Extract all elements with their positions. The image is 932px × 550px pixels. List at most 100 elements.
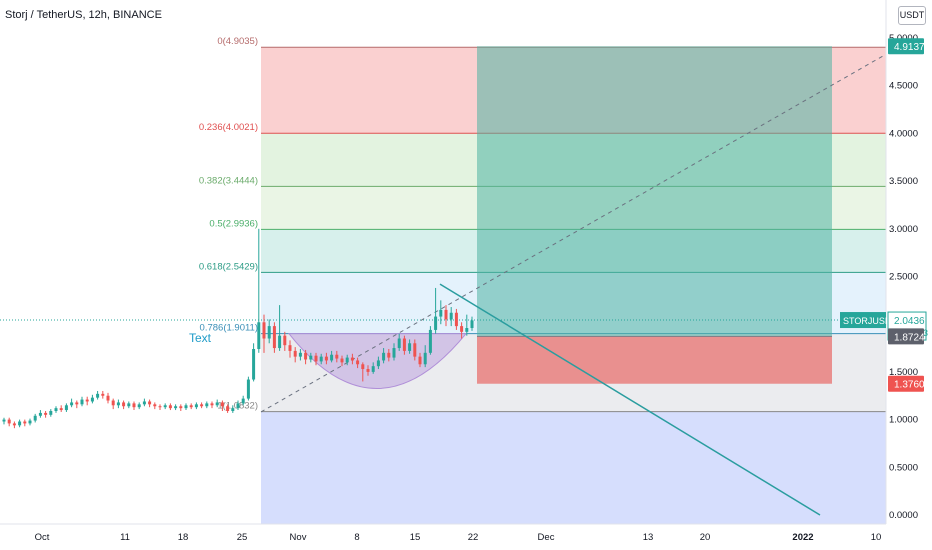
candle-body [23, 421, 27, 424]
long-position-tool[interactable] [477, 46, 832, 384]
price-tick-label: 4.5000 [889, 81, 918, 92]
candle-body [324, 356, 328, 361]
candle-body [335, 354, 339, 359]
candle-body [64, 405, 68, 411]
fib-band-extension [261, 411, 886, 524]
candle-body [184, 405, 188, 409]
candle-body [288, 345, 292, 351]
candle-body [236, 403, 240, 409]
price-tick-label: 4.0000 [889, 128, 918, 139]
time-axis[interactable]: Oct 11 18 25 Nov 8 15 22 Dec 13 20 2022 10 [0, 523, 886, 543]
candle-body [158, 406, 162, 408]
candle-body [428, 329, 432, 353]
candle-body [340, 358, 344, 363]
stop-price-label-bg [888, 375, 924, 392]
candle-body [293, 350, 297, 357]
candle-body [319, 356, 323, 362]
candle-body [449, 312, 453, 320]
candle-body [18, 421, 22, 426]
candle-body [205, 403, 209, 407]
time-tick-label: Oct [35, 532, 50, 543]
price-tick-label: 1.0000 [889, 415, 918, 426]
price-tick-label: 0.5000 [889, 462, 918, 473]
time-tick-label: 18 [178, 532, 189, 543]
candle-body [402, 338, 406, 351]
entry-price-label: 1.8724 [894, 332, 925, 343]
currency-button[interactable]: USDT [898, 6, 926, 25]
candle-body [116, 402, 120, 406]
loss-zone [477, 336, 832, 384]
candle-body [366, 369, 370, 372]
candle-body [200, 404, 204, 407]
candle-body [194, 404, 198, 408]
candle-body [168, 405, 172, 409]
fib-label-4: 0.618(2.5429) [199, 261, 258, 272]
candle-body [330, 354, 334, 361]
candle-body [257, 322, 261, 350]
candle-body [210, 403, 214, 406]
candle-body [127, 403, 131, 407]
time-tick-label: 13 [643, 532, 654, 543]
chart-title: Storj / TetherUS, 12h, BINANCE [5, 9, 162, 21]
candle-body [267, 326, 271, 339]
candle-body [96, 393, 100, 398]
text-annotation[interactable]: Text [189, 331, 212, 345]
candle-body [408, 343, 412, 351]
time-tick-label: 20 [700, 532, 711, 543]
candle-body [75, 402, 79, 405]
candle-body [174, 406, 178, 409]
symbol-label-bg [840, 312, 886, 329]
price-tick-label: 2.5000 [889, 272, 918, 283]
candle-body [220, 402, 224, 407]
target-price-label: 4.9137 [894, 42, 925, 53]
time-tick-label: 2022 [792, 532, 813, 543]
symbol-label: STORJUSDT [843, 316, 897, 326]
candle-body [163, 405, 167, 408]
candle-body [132, 403, 136, 408]
candle-body [106, 395, 110, 401]
candle-body [252, 349, 256, 380]
time-tick-label: 11 [120, 532, 130, 543]
candle-body [215, 402, 219, 406]
candle-body [387, 352, 391, 358]
candle-body [376, 360, 380, 367]
price-axis[interactable]: 0.00000.50001.00001.50002.00002.50003.00… [885, 0, 918, 524]
candle-body [309, 355, 313, 360]
time-tick-label: 25 [237, 532, 248, 543]
price-tick-label: 3.5000 [889, 176, 918, 187]
candle-body [262, 322, 266, 339]
candle-body [85, 399, 89, 402]
candle-body [465, 328, 469, 332]
candle-body [137, 404, 141, 408]
price-tick-label: 0.0000 [889, 510, 918, 521]
candle-body [314, 355, 318, 362]
candle-body [298, 352, 302, 357]
candle-body [371, 366, 375, 372]
stop-price-label: 1.3760 [894, 380, 925, 391]
fib-label-3: 0.5(2.9936) [209, 218, 258, 229]
candle-body [44, 412, 48, 415]
time-tick-label: 10 [871, 532, 882, 543]
time-tick-label: Nov [290, 532, 307, 543]
candle-body [392, 348, 396, 358]
candle-body [7, 419, 11, 424]
candle-body [246, 379, 250, 399]
candle-body [226, 406, 230, 412]
time-tick-label: 8 [354, 532, 359, 543]
candle-body [423, 352, 427, 365]
candle-body [179, 406, 183, 409]
candle-body [382, 352, 386, 361]
last-price-label: 2.0436 [894, 316, 925, 327]
candle-body [241, 398, 245, 404]
candle-body [304, 352, 308, 360]
candle-body [153, 404, 157, 407]
candle-body [356, 360, 360, 365]
candles [2, 228, 474, 429]
price-tick-label: 1.5000 [889, 367, 918, 378]
candle-body [444, 309, 448, 320]
candle-body [148, 401, 152, 405]
candle-body [38, 412, 42, 416]
fib-label-2: 0.382(3.4444) [199, 175, 258, 186]
target-price-label-bg [888, 38, 924, 55]
